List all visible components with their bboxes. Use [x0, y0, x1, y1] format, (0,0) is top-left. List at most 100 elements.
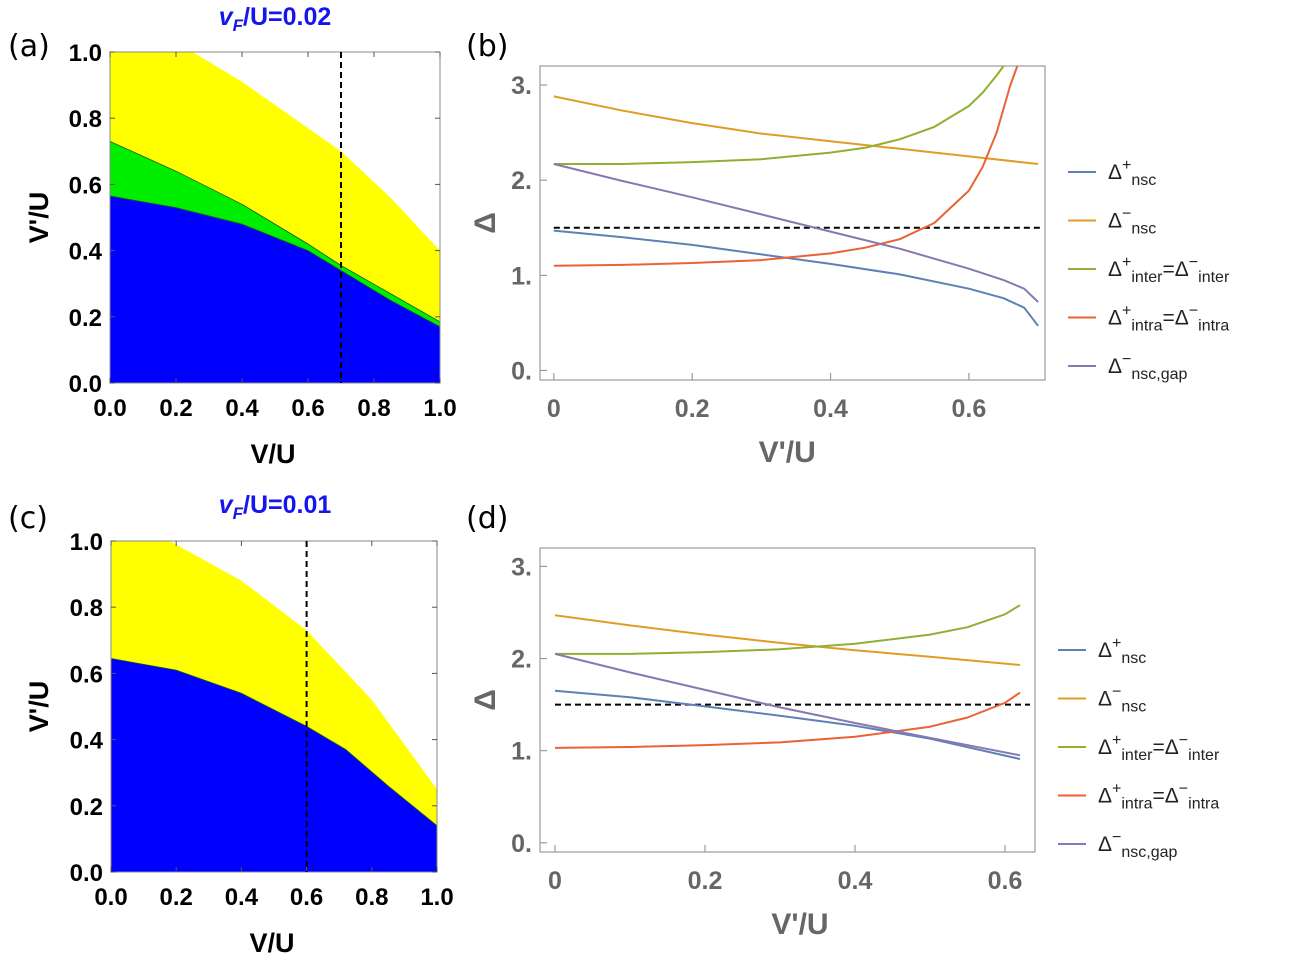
legend-superscript: − [1189, 303, 1198, 320]
x-tick-label: 0.6 [952, 395, 987, 423]
x-tick-label: 0.4 [225, 884, 259, 911]
title-v-symbol: v [219, 3, 235, 31]
legend-entry: Δ−nsc [1098, 684, 1146, 716]
tick-group: 0.0 0.2 0.4 0.6 0.8 1.0 0.0 0.2 0.4 0.6 0.8 1.0 [70, 529, 454, 911]
panel-label-b: (b) [466, 29, 508, 64]
y-tick-label: 0.8 [69, 106, 102, 133]
legend: Δ+nscΔ−nscΔ+inter=Δ−interΔ+intra=Δ−intra… [1068, 157, 1230, 383]
legend-symbol: Δ [1098, 688, 1112, 711]
x-tick-label: 0.2 [675, 395, 710, 423]
y-tick-label: 1. [511, 262, 532, 290]
x-axis-label: V'/U [771, 908, 828, 941]
panel-label-a: (a) [8, 29, 50, 64]
series-line [554, 691, 1021, 749]
legend-subscript: inter [1131, 269, 1163, 286]
series-line [553, 65, 1005, 165]
legend-superscript: + [1112, 732, 1121, 749]
gap-plot-b: (b) 0 0.2 0.4 0.60.1.2.3. V'/U Δ Δ+nscΔ−nsc… [466, 29, 1230, 469]
legend-equals: =Δ [1163, 307, 1189, 330]
legend-subscript: intra [1198, 318, 1229, 335]
series-group [553, 65, 1039, 327]
x-tick-label: 0.0 [93, 395, 126, 422]
y-axis-label: V'/U [24, 681, 54, 732]
legend-symbol: Δ [1098, 639, 1112, 662]
y-tick-label: 2. [511, 646, 532, 674]
x-tick-label: 0.6 [291, 395, 324, 422]
x-axis-label: V'/U [759, 436, 816, 469]
tick-group: 0.0 0.2 0.4 0.6 0.8 1.0 0.0 0.2 0.4 0.6 0.8 1.0 [69, 40, 457, 422]
y-tick-label: 0.0 [70, 860, 103, 887]
legend-entry: Δ+intra=Δ−intra [1098, 781, 1219, 813]
legend-subscript: inter [1121, 747, 1153, 764]
x-tick-label: 0.2 [159, 395, 192, 422]
legend-superscript: + [1122, 254, 1131, 271]
title-ratio: /U=0.01 [243, 491, 331, 519]
series-line [553, 65, 1019, 267]
plot-frame [539, 547, 1036, 853]
x-tick-label: 0.0 [94, 884, 127, 911]
x-tick-label: 0.8 [357, 395, 390, 422]
legend-symbol: Δ [1108, 161, 1122, 184]
tick-group: 0 0.2 0.4 0.6 0. 1. 2. 3. [511, 72, 986, 423]
plot-frame [539, 65, 1046, 381]
legend-entry: Δ−nsc [1108, 206, 1156, 238]
legend-superscript: − [1189, 254, 1198, 271]
panel-c-title: vF/U=0.01 [219, 491, 332, 523]
plot-frame [110, 540, 438, 873]
y-tick-label: 0.4 [70, 728, 104, 755]
legend-subscript: intra [1121, 796, 1152, 813]
gap-plot-d: (d) 0 0.2 0.4 0.60.1.2.3. V'/U Δ Δ+nscΔ−nsc… [466, 501, 1220, 941]
series-line [554, 652, 1021, 757]
legend-entry: Δ+intra=Δ−intra [1108, 303, 1229, 335]
x-tick-label: 1.0 [420, 884, 453, 911]
legend-symbol: Δ [1108, 258, 1122, 281]
y-tick-label: 3. [511, 553, 532, 581]
legend-subscript: inter [1188, 747, 1220, 764]
tick-group: 0 0.2 0.4 0.6 0. 1. 2. 3. [511, 553, 1022, 895]
x-tick-label: 1.0 [423, 395, 456, 422]
legend-entry: Δ+inter=Δ−inter [1098, 732, 1220, 764]
series-line [553, 229, 1039, 327]
y-tick-label: 0. [511, 357, 532, 385]
legend-subscript: nsc [1131, 172, 1156, 189]
series-group [554, 604, 1021, 760]
region-group [110, 541, 438, 873]
title-v-symbol: v [219, 491, 235, 519]
legend-superscript: − [1122, 351, 1131, 368]
legend-subscript: nsc,gap [1131, 366, 1187, 383]
region-group [109, 52, 441, 384]
legend-equals: =Δ [1163, 258, 1189, 281]
x-tick-label: 0.4 [813, 395, 848, 423]
legend-equals: =Δ [1153, 736, 1179, 759]
legend-superscript: + [1122, 303, 1131, 320]
y-tick-label: 0.8 [70, 595, 103, 622]
y-tick-label: 1.0 [69, 40, 102, 67]
x-tick-label: 0.8 [355, 884, 388, 911]
legend-superscript: + [1112, 781, 1121, 798]
series-line [554, 689, 1021, 760]
panel-label-c: (c) [8, 501, 48, 536]
x-axis-label: V/U [250, 439, 295, 469]
legend-superscript: − [1179, 732, 1188, 749]
legend-superscript: + [1122, 157, 1131, 174]
legend-subscript: nsc,gap [1121, 844, 1177, 861]
legend-superscript: − [1112, 684, 1121, 701]
legend-entry: Δ+nsc [1098, 635, 1146, 667]
y-tick-label: 3. [511, 72, 532, 100]
phase-diagram-c: (c) vF/U=0.01 0.0 0.2 0.4 0.6 0.8 1.00.00.20.… [8, 491, 454, 958]
series-line [555, 604, 1021, 655]
legend: Δ+nscΔ−nscΔ+inter=Δ−interΔ+intra=Δ−intra… [1058, 635, 1220, 861]
legend-symbol: Δ [1108, 355, 1122, 378]
y-tick-label: 0. [511, 830, 532, 858]
legend-subscript: intra [1131, 318, 1162, 335]
y-tick-label: 2. [511, 167, 532, 195]
series-line [553, 95, 1039, 165]
y-tick-label: 0.2 [70, 794, 103, 821]
legend-subscript: nsc [1121, 699, 1146, 716]
series-line [553, 163, 1039, 303]
y-tick-label: 0.0 [69, 371, 102, 398]
legend-symbol: Δ [1108, 307, 1122, 330]
plot-frame [109, 51, 441, 384]
y-tick-label: 0.6 [70, 661, 103, 688]
